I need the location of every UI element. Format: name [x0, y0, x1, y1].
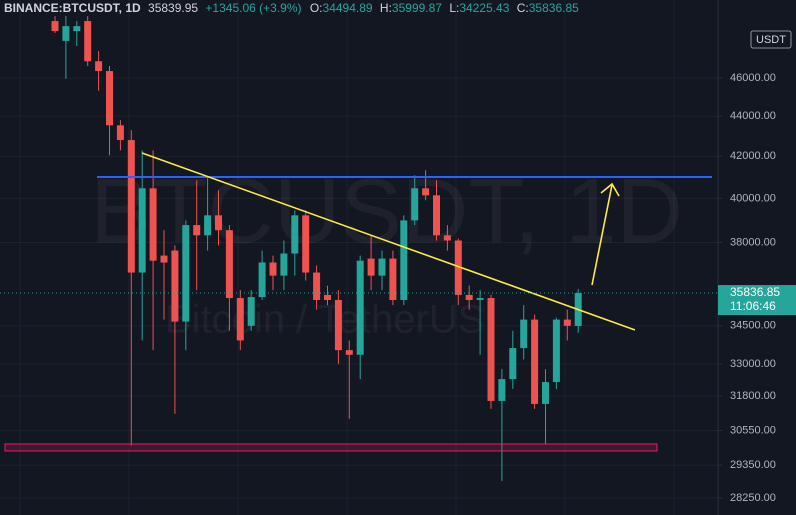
candle-body [51, 21, 59, 32]
last: 35839.95 [148, 1, 198, 15]
candle-body [116, 125, 124, 141]
candle-body [378, 258, 386, 276]
candle-body [247, 297, 255, 326]
candle-body [182, 225, 190, 322]
candle-body [73, 26, 81, 32]
candle-body [106, 71, 113, 126]
trend-line [141, 152, 636, 331]
arrow-head [600, 182, 620, 197]
candle-body [258, 262, 266, 298]
l-label: L: [449, 1, 459, 15]
candle-body [411, 188, 419, 221]
candle-body [433, 195, 440, 236]
candle-body [204, 215, 212, 236]
candle-body [443, 235, 451, 241]
y-tick-label: 29350.00 [730, 459, 776, 471]
watermark-symbol: BTCUSDT, 1D [90, 160, 683, 262]
candle-body [552, 319, 560, 383]
o-label: O: [310, 1, 323, 15]
y-tick-label: 28250.00 [730, 492, 776, 504]
grid [0, 0, 718, 515]
candle-body [356, 260, 364, 355]
symbol: BINANCE:BTCUSDT, 1D [4, 1, 141, 15]
candle-body [236, 298, 244, 341]
candle-body [400, 220, 408, 300]
candle-body [563, 319, 571, 326]
candle-body [291, 215, 299, 254]
candle-body [465, 294, 473, 300]
change: +1345.06 (+3.9%) [205, 1, 301, 15]
candle-body [334, 299, 342, 351]
candle-body [171, 250, 179, 322]
candle-body [367, 258, 375, 276]
candles [51, 16, 582, 482]
c-label: C: [517, 1, 529, 15]
watermark-description: Bitcoin / TetherUS [165, 298, 484, 342]
y-tick-label: 31800.00 [730, 390, 776, 402]
candle-body [84, 21, 92, 62]
countdown: 11:06:46 [730, 299, 776, 313]
header: BINANCE:BTCUSDT, 1D 35839.95 +1345.06 (+… [4, 1, 579, 15]
candle-body [345, 350, 353, 355]
o-value: 34494.89 [323, 1, 373, 15]
candle-body [215, 215, 222, 231]
support-zone [4, 443, 658, 452]
candle-body [138, 188, 146, 273]
candle-body [520, 319, 528, 349]
candle-body [531, 319, 539, 404]
y-tick-label: 44000.00 [730, 110, 776, 122]
candle-body [454, 240, 462, 295]
candle-body [302, 215, 310, 273]
y-tick-label: 46000.00 [730, 72, 776, 84]
currency[interactable]: USDT [756, 34, 786, 46]
y-tick-label: 30550.00 [730, 424, 776, 436]
last-price-label: 35836.85 [730, 285, 780, 299]
last-price-box [718, 285, 796, 316]
h-label: H: [380, 1, 392, 15]
candle-body [280, 253, 288, 276]
candle-body [193, 225, 201, 236]
y-tick-label: 33000.00 [730, 358, 776, 370]
candle-body [509, 348, 517, 380]
l-value: 34225.43 [459, 1, 509, 15]
candle-body [269, 262, 277, 276]
candle-body [542, 382, 549, 404]
candle-body [149, 188, 157, 261]
candle-body [95, 61, 103, 72]
candle-body [324, 294, 331, 300]
price-axis: 46000.00 44000.00 42000.00 40000.00 38000.00… [718, 72, 776, 504]
candle-body [487, 298, 495, 401]
h-value: 35999.87 [392, 1, 442, 15]
candle-body [62, 26, 70, 41]
y-tick-label: 42000.00 [730, 150, 776, 162]
candle-body [498, 379, 506, 401]
y-tick-label: 38000.00 [730, 236, 776, 248]
arrow-shaft [591, 184, 613, 286]
candle-body [476, 298, 484, 300]
candle-body [389, 258, 397, 300]
y-tick-label: 34500.00 [730, 320, 776, 332]
candle-body [422, 188, 430, 196]
candle-body [160, 255, 168, 263]
candle-body [225, 230, 233, 299]
candle-body [313, 272, 321, 300]
c-value: 35836.85 [529, 1, 579, 15]
candle-body [127, 140, 135, 273]
currency-box[interactable] [750, 30, 792, 49]
y-tick-label: 40000.00 [730, 192, 776, 204]
